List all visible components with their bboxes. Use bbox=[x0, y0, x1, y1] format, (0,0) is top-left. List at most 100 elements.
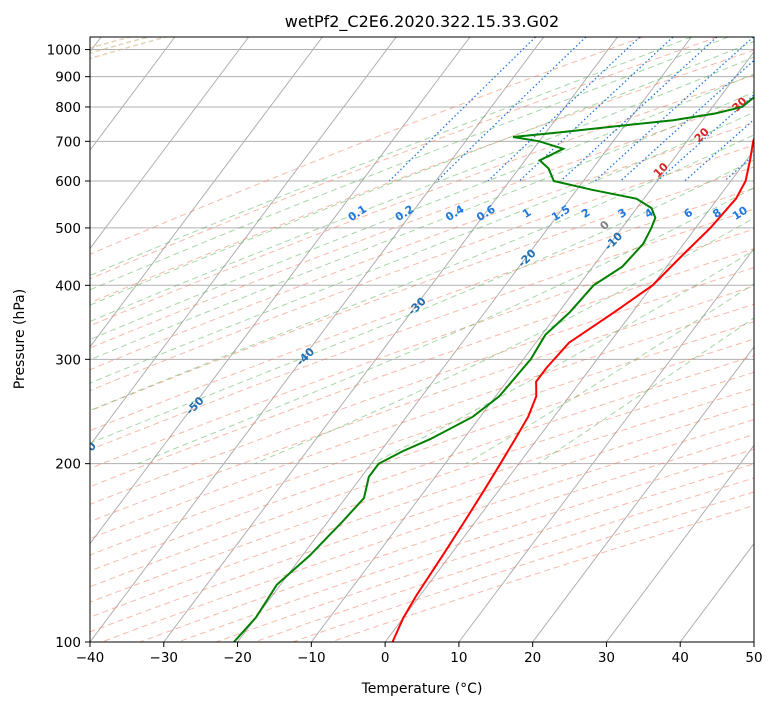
x-tick-label: −40 bbox=[76, 650, 105, 666]
isotherm-line bbox=[90, 37, 397, 447]
dry-adiabat-line bbox=[216, 463, 754, 642]
y-tick-label: 100 bbox=[55, 635, 81, 651]
mixing-ratio-label: 1 bbox=[520, 206, 534, 221]
dry-adiabat-line bbox=[90, 144, 754, 392]
mixing-ratio-line bbox=[487, 37, 641, 182]
x-tick-label: 10 bbox=[450, 650, 467, 666]
x-tick-label: 50 bbox=[745, 650, 762, 666]
dry-adiabat-line bbox=[90, 166, 754, 412]
mixing-ratio-line bbox=[620, 59, 754, 182]
isotherm-line bbox=[90, 37, 545, 642]
mixing-ratio-label: 0.4 bbox=[443, 202, 467, 224]
y-tick-label: 400 bbox=[55, 278, 81, 294]
y-tick-label: 900 bbox=[55, 70, 81, 86]
profile-series bbox=[233, 96, 754, 642]
chart-title: wetPf2_C2E6.2020.322.15.33.G02 bbox=[285, 12, 559, 32]
isotherm-line bbox=[90, 37, 176, 151]
isotherm-line bbox=[532, 346, 754, 642]
y-tick-label: 500 bbox=[55, 221, 81, 237]
mixing-ratio-line bbox=[388, 37, 536, 182]
moist-adiabat-label: 40 bbox=[763, 70, 775, 90]
moist-adiabat-line bbox=[254, 217, 754, 465]
x-axis: −40 −30 −20 −10 0 10 20 30 40 50 bbox=[76, 642, 763, 666]
mixing-ratio-line bbox=[518, 37, 674, 182]
dry-adiabat-line bbox=[90, 403, 754, 633]
mixing-ratio-label: 8 bbox=[710, 206, 724, 221]
moist-adiabat-line bbox=[90, 56, 754, 323]
dry-adiabat-line bbox=[90, 338, 754, 572]
y-axis: 100 200 300 400 500 600 700 800 900 1000 bbox=[47, 43, 90, 651]
isotherm-label: -60 bbox=[76, 439, 99, 462]
moist-adiabat-line bbox=[465, 283, 754, 465]
y-tick-label: 600 bbox=[55, 174, 81, 190]
x-tick-label: −20 bbox=[223, 650, 252, 666]
plot-frame bbox=[89, 36, 755, 643]
mixing-ratio-label: 0.1 bbox=[346, 203, 369, 225]
dry-adiabat-line bbox=[90, 285, 754, 523]
x-tick-label: −10 bbox=[297, 650, 326, 666]
dry-adiabat-line bbox=[90, 187, 754, 432]
moist-adiabat-line bbox=[90, 111, 754, 384]
mixing-ratio-label: 6 bbox=[682, 206, 696, 221]
moist-adiabat-label: 10 bbox=[651, 160, 671, 180]
dry-adiabat-line bbox=[177, 448, 754, 642]
moist-adiabat-line bbox=[90, 73, 754, 341]
y-tick-label: 1000 bbox=[47, 43, 81, 59]
mixing-ratio-label: 13 bbox=[758, 204, 775, 223]
moist-adiabat-line bbox=[90, 91, 754, 361]
isotherm-line bbox=[90, 37, 471, 545]
isotherm-line bbox=[458, 247, 754, 642]
x-tick-label: −30 bbox=[150, 650, 179, 666]
isotherm-line bbox=[90, 37, 250, 250]
moist-adiabat-line bbox=[90, 134, 754, 412]
dry-adiabat-line bbox=[90, 248, 754, 488]
dry-adiabat-line bbox=[90, 37, 718, 280]
dry-adiabat-line bbox=[90, 371, 754, 603]
dry-adiabat-line bbox=[139, 433, 754, 642]
dry-adiabat-line bbox=[101, 418, 754, 642]
x-tick-label: 30 bbox=[598, 650, 615, 666]
dry-adiabat-line bbox=[90, 355, 754, 588]
y-tick-label: 800 bbox=[55, 100, 81, 116]
x-tick-label: 40 bbox=[672, 650, 689, 666]
dry-adiabat-line bbox=[90, 321, 754, 556]
moist-adiabat-line bbox=[90, 40, 754, 306]
mixing-ratio-label: 3 bbox=[616, 206, 630, 221]
isotherm-line bbox=[237, 37, 692, 642]
dry-adiabat-line bbox=[90, 98, 754, 349]
dry-adiabat-line bbox=[292, 491, 754, 642]
y-axis-label: Pressure (hPa) bbox=[12, 289, 28, 389]
mixing-ratio-line bbox=[753, 179, 754, 182]
isotherm-line bbox=[90, 37, 323, 348]
isotherm-line bbox=[753, 641, 754, 642]
dry-adiabat-line bbox=[90, 37, 643, 255]
moist-adiabat-label: 30 bbox=[730, 94, 750, 114]
moist-adiabat-line bbox=[137, 187, 754, 465]
dry-adiabat-line bbox=[90, 387, 754, 618]
mixing-ratio-line bbox=[560, 37, 718, 182]
x-tick-label: 0 bbox=[381, 650, 390, 666]
dry-adiabat-line bbox=[90, 49, 754, 304]
mixing-ratio-label: 10 bbox=[730, 204, 750, 223]
background-lines bbox=[90, 37, 754, 642]
moist-adiabat-label: 0 bbox=[597, 218, 612, 233]
isotherm-line bbox=[679, 542, 754, 642]
mixing-ratio-label: 2 bbox=[579, 206, 593, 221]
dry-adiabat-line bbox=[90, 74, 754, 327]
y-tick-label: 700 bbox=[55, 134, 81, 150]
dry-adiabat-line bbox=[90, 303, 754, 540]
dry-adiabat-line bbox=[254, 477, 754, 642]
y-tick-label: 200 bbox=[55, 457, 81, 473]
mixing-ratio-line bbox=[657, 93, 754, 182]
moist-adiabat-label: 20 bbox=[692, 125, 712, 145]
x-axis-label: Temperature (°C) bbox=[361, 681, 483, 697]
y-tick-label: 300 bbox=[55, 352, 81, 368]
dewpoint-profile-line bbox=[233, 96, 754, 642]
mixing-ratio-label: 1.5 bbox=[549, 203, 572, 225]
dry-adiabat-line bbox=[90, 121, 754, 371]
dry-adiabat-line bbox=[90, 228, 754, 470]
moist-adiabat-line bbox=[90, 37, 729, 291]
isotherm-line bbox=[606, 444, 754, 642]
temperature-profile-line bbox=[391, 136, 754, 642]
